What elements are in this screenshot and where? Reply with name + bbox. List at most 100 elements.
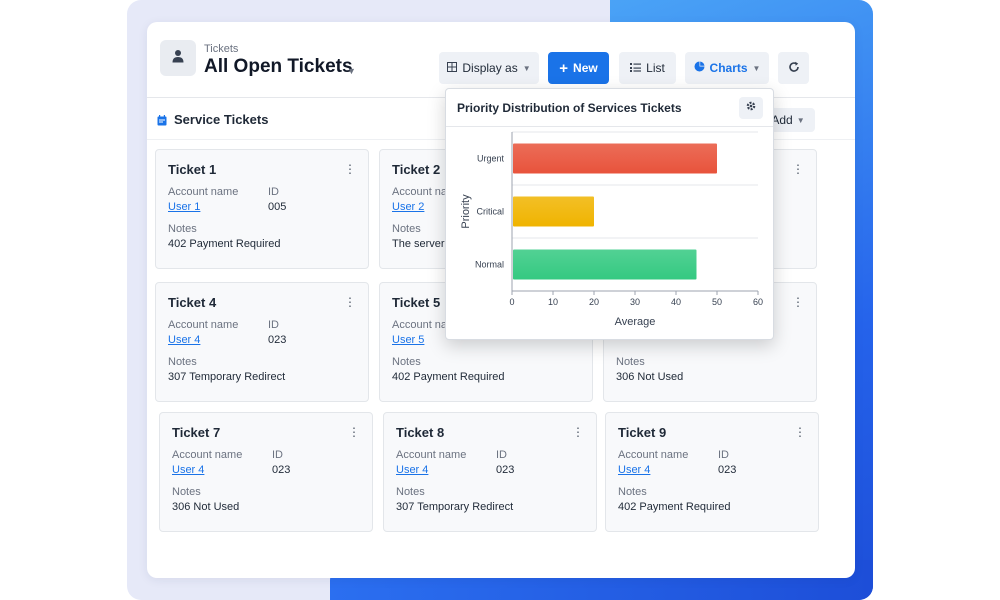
account-link[interactable]: User 4	[396, 464, 429, 476]
notes-label: Notes	[616, 356, 645, 368]
more-vertical-icon[interactable]: ⋮	[792, 162, 804, 176]
ticket-notes: The server	[392, 238, 445, 250]
ticket-title: Ticket 9	[618, 425, 667, 440]
ticket-id: 023	[272, 464, 291, 476]
chevron-down-icon: ▼	[522, 63, 531, 73]
bar-urgent	[513, 143, 717, 174]
ticket-title: Ticket 7	[172, 425, 221, 440]
ticket-card[interactable]: Ticket 4 ⋮ Account name ID User 4 023 Notes 307…	[155, 282, 369, 402]
new-button[interactable]: + New	[548, 52, 609, 84]
chart-popup-header: Priority Distribution of Services Ticket…	[446, 89, 773, 127]
x-tick-label: 40	[671, 297, 681, 307]
bar-normal	[513, 249, 697, 280]
display-as-button[interactable]: Display as ▼	[439, 52, 539, 84]
user-icon	[171, 49, 185, 68]
chart-settings-button[interactable]	[739, 97, 763, 119]
account-name-label: Account name	[168, 186, 239, 198]
notes-label: Notes	[618, 486, 647, 498]
ticket-card[interactable]: Ticket 7 ⋮ Account name ID User 4 023 Notes 306…	[159, 412, 373, 532]
x-tick-label: 0	[509, 297, 514, 307]
account-link[interactable]: User 4	[168, 334, 201, 346]
pie-chart-icon	[694, 61, 705, 75]
account-link[interactable]: User 1	[168, 201, 201, 213]
notes-label: Notes	[172, 486, 201, 498]
notes-label: Notes	[392, 223, 421, 235]
more-vertical-icon[interactable]: ⋮	[348, 425, 360, 439]
page-header: Tickets All Open Tickets ▼ Display as ▼ …	[147, 22, 855, 98]
chevron-down-icon: ▼	[796, 115, 805, 125]
list-button[interactable]: List	[619, 52, 676, 84]
more-vertical-icon[interactable]: ⋮	[792, 295, 804, 309]
ticket-notes: 402 Payment Required	[392, 371, 505, 383]
ticket-title: Ticket 2	[392, 162, 441, 177]
account-link[interactable]: User 4	[172, 464, 205, 476]
notes-label: Notes	[396, 486, 425, 498]
account-name-label: Account name	[618, 449, 689, 461]
ticket-notes: 306 Not Used	[616, 371, 684, 383]
id-label: ID	[268, 319, 279, 331]
ticket-title: Ticket 1	[168, 162, 217, 177]
chevron-down-icon[interactable]: ▼	[347, 66, 356, 76]
category-label: Critical	[476, 207, 504, 217]
y-axis-title: Priority	[460, 194, 472, 229]
ticket-id: 023	[268, 334, 287, 346]
account-name-label: Account name	[392, 319, 463, 331]
x-axis-title: Average	[615, 316, 656, 328]
x-tick-label: 10	[548, 297, 558, 307]
ticket-id: 005	[268, 201, 287, 213]
ticket-title: Ticket 4	[168, 295, 217, 310]
plus-icon: +	[559, 59, 569, 77]
ticket-notes: 307 Temporary Redirect	[396, 501, 514, 513]
charts-button[interactable]: Charts ▼	[685, 52, 769, 84]
ticket-card[interactable]: Ticket 1 ⋮ Account name ID User 1 005 Notes 402…	[155, 149, 369, 269]
ticket-notes: 402 Payment Required	[168, 238, 281, 250]
chevron-down-icon: ▼	[752, 63, 761, 73]
ticket-notes: 306 Not Used	[172, 501, 240, 513]
category-label: Normal	[475, 260, 504, 270]
ticket-card[interactable]: Ticket 9 ⋮ Account name ID User 4 023 Notes 402…	[605, 412, 819, 532]
chart-title: Priority Distribution of Services Ticket…	[457, 101, 682, 115]
calendar-icon	[157, 113, 167, 131]
more-vertical-icon[interactable]: ⋮	[794, 425, 806, 439]
refresh-button[interactable]	[778, 52, 809, 84]
notes-label: Notes	[168, 223, 197, 235]
ticket-notes: 307 Temporary Redirect	[168, 371, 286, 383]
x-tick-label: 50	[712, 297, 722, 307]
account-link[interactable]: User 5	[392, 334, 425, 346]
ticket-title: Ticket 8	[396, 425, 445, 440]
x-tick-label: 20	[589, 297, 599, 307]
breadcrumb[interactable]: Tickets	[204, 43, 239, 55]
gear-icon	[745, 99, 757, 117]
id-label: ID	[272, 449, 283, 461]
more-vertical-icon[interactable]: ⋮	[344, 162, 356, 176]
list-icon	[630, 61, 642, 75]
bar-critical	[513, 196, 594, 227]
grid-icon	[447, 61, 458, 75]
ticket-id: 023	[718, 464, 737, 476]
ticket-title: Ticket 5	[392, 295, 441, 310]
priority-bar-chart: Urgent Critical Normal 0 10 20 30 40 50 60 Average…	[460, 131, 763, 328]
ticket-notes: 402 Payment Required	[618, 501, 731, 513]
id-label: ID	[496, 449, 507, 461]
user-avatar[interactable]	[160, 40, 196, 76]
x-tick-label: 30	[630, 297, 640, 307]
notes-label: Notes	[168, 356, 197, 368]
account-name-label: Account name	[396, 449, 467, 461]
ticket-id: 023	[496, 464, 515, 476]
category-label: Urgent	[477, 154, 505, 164]
id-label: ID	[268, 186, 279, 198]
account-name-label: Account name	[168, 319, 239, 331]
account-link[interactable]: User 4	[618, 464, 651, 476]
x-tick-label: 60	[753, 297, 763, 307]
ticket-card[interactable]: Ticket 8 ⋮ Account name ID User 4 023 Notes 307…	[383, 412, 597, 532]
section-title: Service Tickets	[174, 112, 269, 127]
more-vertical-icon[interactable]: ⋮	[572, 425, 584, 439]
page-title: All Open Tickets	[204, 56, 353, 77]
account-link[interactable]: User 2	[392, 201, 425, 213]
chart-popup: Priority Distribution of Services Ticket…	[445, 88, 774, 340]
id-label: ID	[718, 449, 729, 461]
more-vertical-icon[interactable]: ⋮	[344, 295, 356, 309]
account-name-label: Account name	[172, 449, 243, 461]
